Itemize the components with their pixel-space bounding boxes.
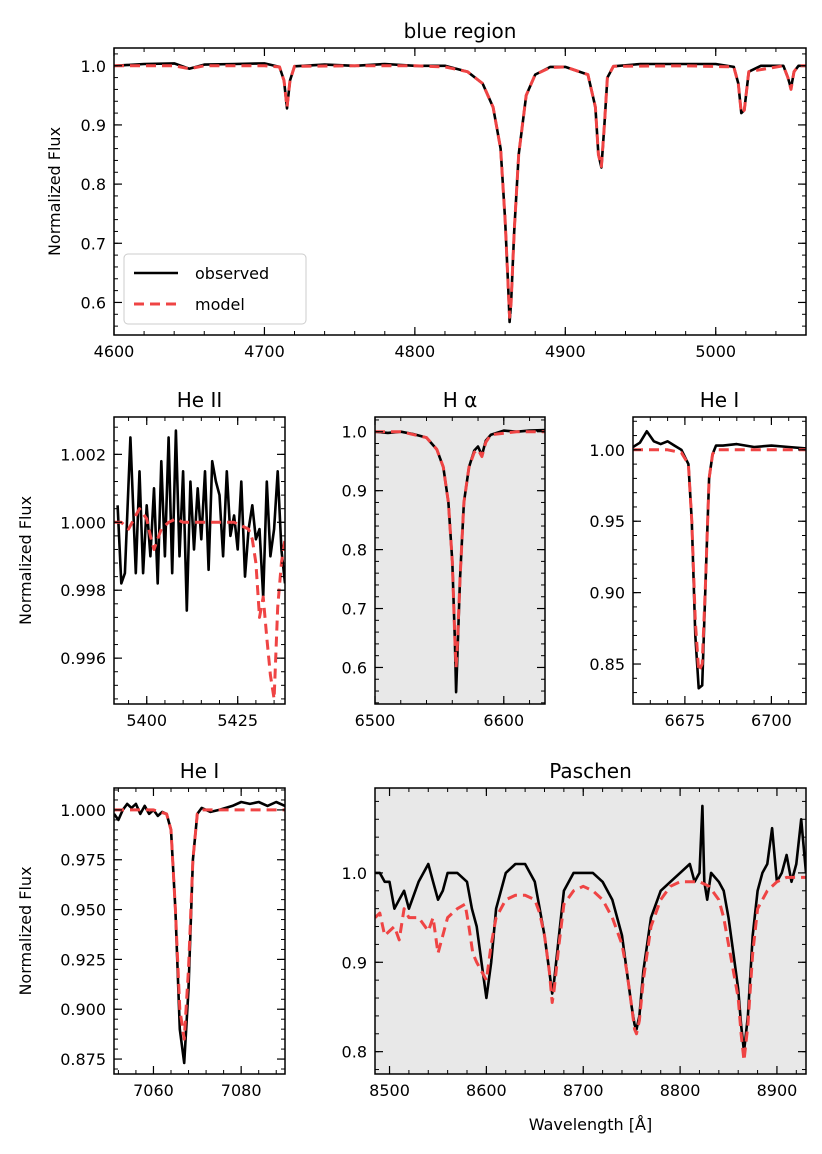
y-tick-label: 0.8 — [342, 1043, 367, 1062]
y-axis-label: Normalized Flux — [16, 496, 35, 625]
x-tick-label: 8900 — [757, 1081, 798, 1100]
y-tick-label: 1.000 — [60, 513, 106, 532]
panel-heI_7065: 7060 7080 0.875 0.900 0.925 0.950 0.975 1.000 He… — [16, 759, 286, 1100]
y-tick-label: 1.000 — [60, 801, 106, 820]
y-tick-label: 0.9 — [81, 116, 106, 135]
y-tick-label: 0.950 — [60, 901, 106, 920]
y-tick-label: 1.00 — [589, 441, 625, 460]
panel-title: blue region — [404, 19, 517, 43]
y-tick-label: 0.9 — [342, 482, 367, 501]
x-tick-label: 8700 — [563, 1081, 604, 1100]
series-line-observed — [633, 429, 806, 690]
series-group — [633, 429, 806, 690]
y-tick-label: 0.95 — [589, 512, 625, 531]
x-tick-label: 4600 — [94, 342, 135, 361]
series-line-model — [375, 875, 806, 1063]
y-tick-label: 0.875 — [60, 1050, 106, 1069]
y-tick-label: 0.6 — [342, 658, 367, 677]
axes-frame — [374, 416, 546, 705]
series-group — [114, 800, 285, 1065]
series-group — [114, 62, 806, 324]
series-group — [375, 428, 545, 694]
x-tick-label: 4800 — [395, 342, 436, 361]
panel-title: He I — [700, 388, 740, 412]
y-tick-label: 0.85 — [589, 655, 625, 674]
series-line-model — [114, 507, 285, 701]
panel-title: He I — [180, 759, 220, 783]
x-tick-label: 8500 — [369, 1081, 410, 1100]
x-tick-label: 8800 — [660, 1081, 701, 1100]
x-tick-label: 5400 — [126, 711, 167, 730]
y-tick-label: 0.7 — [342, 600, 367, 619]
series-line-model — [375, 430, 545, 669]
axes-frame — [374, 787, 807, 1075]
panel-title: Paschen — [549, 759, 632, 783]
y-tick-label: 1.002 — [60, 445, 106, 464]
x-tick-label: 7080 — [221, 1081, 262, 1100]
y-tick-label: 0.9 — [342, 953, 367, 972]
series-line-model — [114, 64, 806, 319]
legend-box — [123, 253, 307, 325]
series-line-model — [633, 448, 806, 673]
series-line-model — [114, 808, 285, 1041]
y-tick-label: 0.8 — [342, 541, 367, 560]
plot-area-background — [633, 417, 806, 704]
x-tick-label: 6600 — [483, 711, 524, 730]
y-tick-label: 1.0 — [342, 423, 367, 442]
plot-area-background — [114, 788, 285, 1074]
y-tick-label: 0.900 — [60, 1000, 106, 1019]
y-tick-label: 0.996 — [60, 649, 106, 668]
y-tick-label: 0.925 — [60, 950, 106, 969]
panel-heII: 5400 5425 0.996 0.998 1.000 1.002 He II Normali… — [16, 388, 286, 730]
legend: observed model — [123, 253, 307, 325]
x-tick-label: 6700 — [751, 711, 792, 730]
y-tick-label: 0.90 — [589, 584, 625, 603]
y-tick-label: 0.8 — [81, 175, 106, 194]
y-tick-label: 0.975 — [60, 851, 106, 870]
y-tick-label: 0.998 — [60, 581, 106, 600]
y-tick-label: 0.7 — [81, 234, 106, 253]
x-tick-label: 6675 — [665, 711, 706, 730]
plot-area-background — [375, 788, 806, 1074]
x-tick-label: 5000 — [695, 342, 736, 361]
plot-area-background — [114, 417, 285, 704]
y-tick-label: 1.0 — [81, 57, 106, 76]
y-tick-label: 0.6 — [81, 293, 106, 312]
panel-title: H α — [443, 388, 478, 412]
panel-title: He II — [177, 388, 223, 412]
y-tick-label: 1.0 — [342, 864, 367, 883]
panel-halpha: 6500 6600 0.6 0.7 0.8 0.9 1.0 H α — [342, 388, 546, 730]
x-tick-label: 4700 — [244, 342, 285, 361]
panel-blue: 4600 4700 4800 4900 5000 0.6 0.7 0.8 0.9 1.0 blue … — [45, 19, 807, 361]
x-axis-label: Wavelength [Å] — [529, 1115, 652, 1134]
series-group — [114, 429, 285, 701]
legend-label-observed: observed — [195, 264, 269, 283]
axes-frame — [113, 416, 286, 705]
x-tick-label: 6500 — [355, 711, 396, 730]
series-line-observed — [114, 800, 285, 1065]
y-axis-label: Normalized Flux — [16, 866, 35, 995]
panel-heI_6678: 6675 6700 0.85 0.90 0.95 1.00 He I — [589, 388, 807, 730]
series-group — [375, 804, 806, 1063]
panel-paschen: 8500 8600 8700 8800 8900 0.8 0.9 1.0 Paschen Wave… — [342, 759, 807, 1134]
x-tick-label: 5425 — [217, 711, 258, 730]
x-tick-label: 4900 — [545, 342, 586, 361]
legend-label-model: model — [195, 295, 245, 314]
x-tick-label: 8600 — [466, 1081, 507, 1100]
axes-frame — [113, 787, 286, 1075]
y-axis-label: Normalized Flux — [45, 127, 64, 256]
axes-frame — [113, 47, 807, 336]
x-tick-label: 7060 — [133, 1081, 174, 1100]
